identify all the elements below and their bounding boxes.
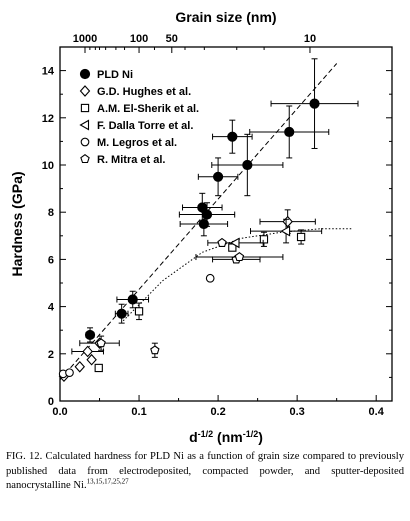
legend-label: PLD Ni [97,69,133,81]
y-tick-label: 14 [42,66,55,78]
data-point [227,131,238,142]
series-1 [58,209,316,383]
x-axis-title-part: (nm [213,429,243,445]
data-point [201,209,213,220]
data-point [127,294,138,305]
y-tick-label: 2 [48,349,54,361]
top-tick-label: 1000 [73,33,97,45]
top-tick-label: 50 [166,33,178,45]
series-4 [58,273,215,379]
legend-marker [80,137,90,147]
data-point [116,308,127,319]
data-point [280,225,291,237]
data-point [150,345,160,355]
series-2 [94,229,306,373]
x-axis-title-part: ) [258,429,263,445]
x-tick-label: 0.1 [131,406,146,418]
legend-marker [80,154,90,164]
legend-label: F. Dalla Torre et al. [97,120,193,132]
data-point [212,171,224,182]
legend-label: A.M. El-Sherik et al. [97,103,199,115]
caption-text: FIG. 12. Calculated hardness for PLD Ni … [6,451,404,491]
y-tick-label: 10 [42,160,54,172]
series-0 [84,58,359,343]
legend-marker [80,103,90,113]
legend-marker [79,119,90,131]
data-point [94,363,103,373]
legend-label: M. Legros et al. [97,137,177,149]
legend-marker [79,85,91,97]
data-point [309,98,320,109]
y-tick-label: 12 [42,113,54,125]
plot-frame [59,46,393,402]
data-point [259,235,269,244]
x-axis-title-part: d [189,429,198,445]
y-tick-label: 6 [48,254,54,266]
x-axis-title-exponent: -1/2 [243,429,259,439]
x-axis-title: d-1/2 (nm-1/2) [189,429,263,445]
top-tick-label: 10 [304,33,316,45]
data-point [282,215,293,228]
fit-line-dashed [59,63,338,381]
series-3 [207,218,323,249]
data-point [84,329,96,341]
data-point [217,237,227,247]
data-point [134,307,144,316]
data-point [96,338,106,348]
y-tick-label: 8 [48,207,54,219]
caption-references: 13,15,17,25,27 [86,477,129,486]
x-axis-title-exponent: -1/2 [198,429,214,439]
top-tick-label: 100 [130,33,148,45]
y-tick-label: 4 [48,302,55,314]
data-point [65,368,74,378]
y-axis-title: Hardness (GPa) [9,171,25,276]
fit-line-dotted [122,228,353,322]
x-tick-label: 0.4 [369,406,385,418]
series-5 [96,237,284,358]
data-point [242,159,253,171]
data-point [82,345,93,358]
data-point [234,252,245,262]
data-point [229,237,240,249]
figure-caption: FIG. 12. Calculated hardness for PLD Ni … [6,450,404,494]
y-tick-label: 0 [48,396,54,408]
legend: PLD Ni G.D. Hughes et al. A.M. El-Sherik e… [79,68,199,166]
data-point [296,232,306,242]
legend-label: G.D. Hughes et al. [97,86,191,98]
data-point [74,360,86,373]
data-point [284,126,295,138]
x-tick-label: 0.2 [210,406,225,418]
data-point [205,273,215,283]
legend-marker [79,68,91,80]
x-tick-label: 0.3 [289,406,304,418]
hardness-chart: 0.0 0.1 0.2 0.3 0.4 0 2 4 6 8 10 12 14 1000 100 50 10 Gra… [9,9,393,445]
data-point [86,353,97,366]
legend-label: R. Mitra et al. [97,154,165,166]
top-axis-title: Grain size (nm) [175,9,276,25]
x-tick-label: 0.0 [52,406,67,418]
